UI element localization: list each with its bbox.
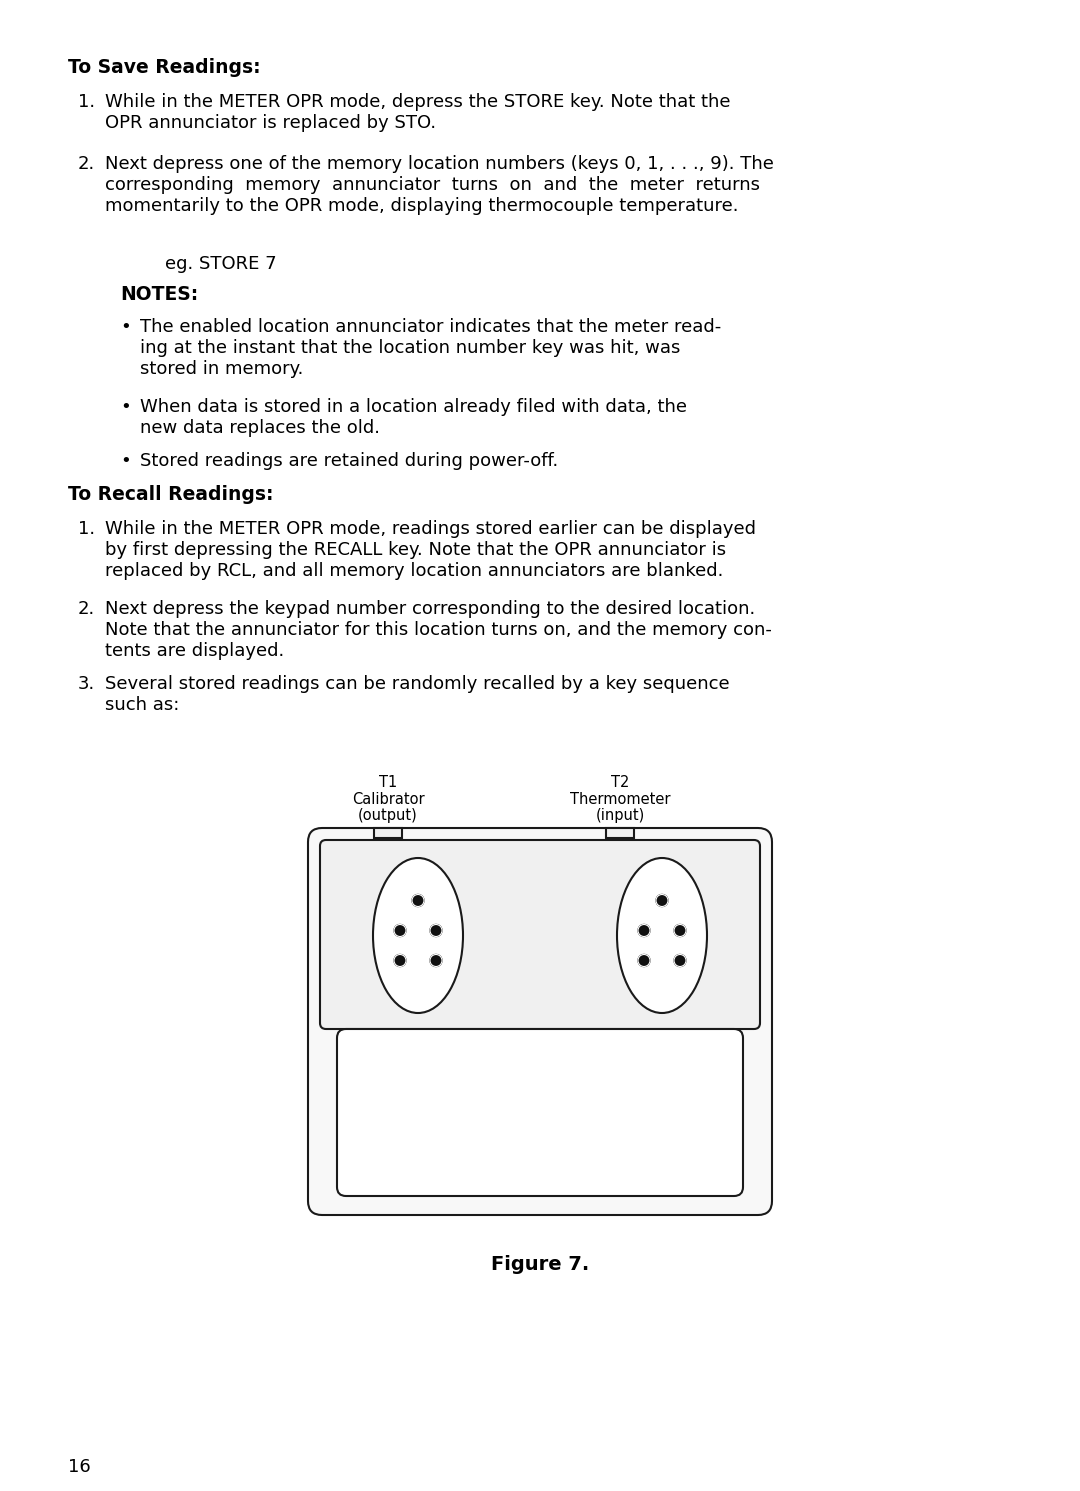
Text: 1.: 1. [78, 92, 95, 110]
Text: Several stored readings can be randomly recalled by a key sequence
such as:: Several stored readings can be randomly … [105, 675, 730, 714]
Text: While in the METER OPR mode, readings stored earlier can be displayed
by first d: While in the METER OPR mode, readings st… [105, 520, 756, 580]
FancyBboxPatch shape [308, 828, 772, 1215]
Text: NOTES:: NOTES: [120, 285, 199, 304]
Circle shape [394, 954, 406, 966]
Circle shape [674, 924, 686, 936]
Text: (input): (input) [595, 808, 645, 823]
Text: 2.: 2. [78, 599, 95, 617]
Text: Next depress one of the memory location numbers (keys 0, 1, . . ., 9). The
corre: Next depress one of the memory location … [105, 155, 774, 215]
Text: 1.: 1. [78, 520, 95, 538]
Circle shape [638, 954, 650, 966]
Text: When data is stored in a location already filed with data, the
new data replaces: When data is stored in a location alread… [140, 398, 687, 437]
Text: Figure 7.: Figure 7. [491, 1255, 589, 1273]
Circle shape [656, 895, 669, 907]
Ellipse shape [617, 857, 707, 1012]
Text: T1: T1 [379, 775, 397, 790]
Bar [606, 828, 634, 838]
Circle shape [394, 924, 406, 936]
Text: To Save Readings:: To Save Readings: [68, 58, 260, 78]
Text: The enabled location annunciator indicates that the meter read-
ing at the insta: The enabled location annunciator indicat… [140, 318, 721, 377]
Text: •: • [120, 318, 131, 335]
Text: 16: 16 [68, 1458, 91, 1476]
Text: While in the METER OPR mode, depress the STORE key. Note that the
OPR annunciato: While in the METER OPR mode, depress the… [105, 92, 730, 131]
Circle shape [638, 924, 650, 936]
Circle shape [430, 954, 442, 966]
Text: To Recall Readings:: To Recall Readings: [68, 485, 273, 504]
Circle shape [430, 924, 442, 936]
Circle shape [674, 954, 686, 966]
Text: •: • [120, 452, 131, 470]
Text: 2.: 2. [78, 155, 95, 173]
Text: Next depress the keypad number corresponding to the desired location.
Note that : Next depress the keypad number correspon… [105, 599, 772, 659]
FancyBboxPatch shape [320, 839, 760, 1029]
Text: 3.: 3. [78, 675, 95, 693]
Text: eg. STORE 7: eg. STORE 7 [165, 255, 276, 273]
Text: T2: T2 [611, 775, 630, 790]
Text: Thermometer: Thermometer [570, 792, 671, 807]
Ellipse shape [373, 857, 463, 1012]
Text: Stored readings are retained during power-off.: Stored readings are retained during powe… [140, 452, 558, 470]
Bar [374, 828, 402, 838]
Text: •: • [120, 398, 131, 416]
FancyBboxPatch shape [337, 1029, 743, 1196]
Circle shape [411, 895, 424, 907]
Text: (output): (output) [359, 808, 418, 823]
Text: Calibrator: Calibrator [352, 792, 424, 807]
